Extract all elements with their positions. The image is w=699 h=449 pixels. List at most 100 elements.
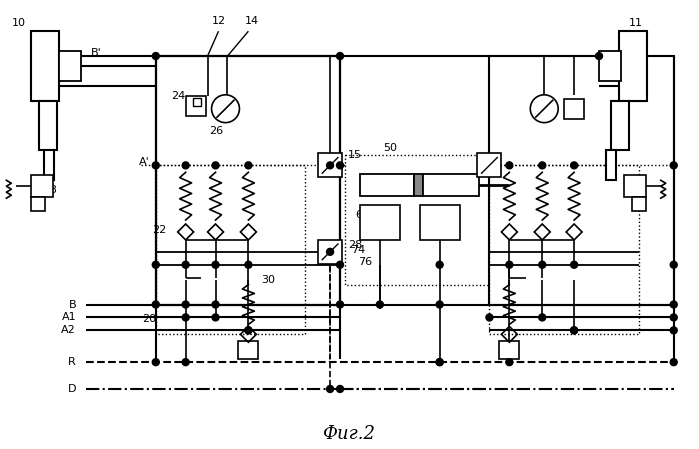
Circle shape bbox=[182, 261, 189, 268]
Circle shape bbox=[570, 162, 577, 169]
Text: 10: 10 bbox=[13, 18, 27, 28]
Bar bbox=[345, 155, 519, 285]
Circle shape bbox=[326, 162, 333, 169]
Bar bbox=[193, 98, 201, 106]
Circle shape bbox=[436, 301, 443, 308]
Circle shape bbox=[486, 314, 493, 321]
Circle shape bbox=[212, 261, 219, 268]
Circle shape bbox=[539, 261, 546, 268]
Text: 66: 66 bbox=[355, 210, 369, 220]
Bar bbox=[59, 51, 81, 81]
Circle shape bbox=[506, 359, 513, 365]
Text: Фиг.2: Фиг.2 bbox=[322, 425, 375, 443]
Circle shape bbox=[670, 162, 677, 169]
Bar bbox=[611, 101, 629, 150]
Text: 20: 20 bbox=[142, 314, 156, 325]
Circle shape bbox=[336, 53, 343, 60]
Bar bbox=[606, 150, 616, 180]
Circle shape bbox=[152, 301, 159, 308]
Circle shape bbox=[326, 386, 333, 392]
Text: 22: 22 bbox=[152, 225, 166, 235]
Circle shape bbox=[670, 301, 677, 308]
Bar bbox=[39, 101, 57, 150]
Text: 12: 12 bbox=[212, 16, 226, 26]
Circle shape bbox=[336, 301, 343, 308]
Bar bbox=[31, 197, 45, 211]
Bar bbox=[489, 165, 639, 335]
Bar bbox=[499, 341, 519, 359]
Circle shape bbox=[670, 359, 677, 365]
Text: 15: 15 bbox=[348, 150, 362, 160]
Bar bbox=[156, 56, 340, 304]
Bar bbox=[619, 31, 647, 101]
Circle shape bbox=[245, 162, 252, 169]
Text: 14: 14 bbox=[245, 16, 259, 26]
Circle shape bbox=[570, 261, 577, 268]
Text: 11: 11 bbox=[629, 18, 643, 28]
Text: R: R bbox=[69, 357, 76, 367]
Circle shape bbox=[539, 162, 546, 169]
Circle shape bbox=[670, 327, 677, 334]
Text: 76: 76 bbox=[358, 257, 372, 267]
Bar bbox=[624, 175, 646, 197]
Bar bbox=[360, 205, 400, 240]
Bar bbox=[414, 174, 424, 196]
Bar bbox=[360, 174, 414, 196]
Text: A2: A2 bbox=[62, 326, 76, 335]
Circle shape bbox=[436, 359, 443, 365]
Text: 28: 28 bbox=[348, 240, 362, 250]
Bar bbox=[186, 96, 206, 116]
Circle shape bbox=[436, 261, 443, 268]
Circle shape bbox=[539, 314, 546, 321]
Bar bbox=[156, 56, 340, 304]
Text: D: D bbox=[68, 384, 76, 394]
Bar bbox=[31, 31, 59, 101]
Circle shape bbox=[152, 53, 159, 60]
Text: 13: 13 bbox=[44, 185, 58, 195]
Text: 74: 74 bbox=[351, 245, 365, 255]
Circle shape bbox=[212, 162, 219, 169]
Bar bbox=[318, 154, 342, 177]
Circle shape bbox=[336, 162, 343, 169]
Circle shape bbox=[326, 248, 333, 255]
Text: B: B bbox=[69, 299, 76, 309]
Circle shape bbox=[152, 359, 159, 365]
Bar bbox=[44, 150, 55, 180]
Bar bbox=[632, 197, 646, 211]
Circle shape bbox=[182, 314, 189, 321]
Circle shape bbox=[670, 314, 677, 321]
Circle shape bbox=[376, 301, 383, 308]
Circle shape bbox=[570, 327, 577, 334]
Text: 50: 50 bbox=[383, 144, 397, 154]
Circle shape bbox=[245, 327, 252, 334]
Circle shape bbox=[336, 386, 343, 392]
Circle shape bbox=[152, 162, 159, 169]
Circle shape bbox=[212, 314, 219, 321]
Circle shape bbox=[670, 261, 677, 268]
Circle shape bbox=[245, 261, 252, 268]
Text: A1: A1 bbox=[62, 313, 76, 322]
Text: 24: 24 bbox=[171, 91, 186, 101]
Circle shape bbox=[336, 261, 343, 268]
Bar bbox=[238, 341, 259, 359]
Circle shape bbox=[182, 359, 189, 365]
Text: 26: 26 bbox=[210, 126, 224, 136]
Bar bbox=[477, 154, 501, 177]
Circle shape bbox=[152, 261, 159, 268]
Circle shape bbox=[212, 301, 219, 308]
Circle shape bbox=[570, 327, 577, 334]
Bar bbox=[318, 240, 342, 264]
Bar bbox=[424, 174, 480, 196]
Circle shape bbox=[506, 162, 513, 169]
Circle shape bbox=[182, 162, 189, 169]
Circle shape bbox=[182, 301, 189, 308]
Circle shape bbox=[506, 261, 513, 268]
Text: 30: 30 bbox=[261, 275, 275, 285]
Bar bbox=[31, 175, 53, 197]
Circle shape bbox=[596, 53, 603, 60]
Bar bbox=[599, 51, 621, 81]
Bar bbox=[419, 205, 459, 240]
Bar bbox=[564, 99, 584, 119]
Text: A': A' bbox=[138, 158, 149, 167]
Bar bbox=[489, 56, 674, 304]
